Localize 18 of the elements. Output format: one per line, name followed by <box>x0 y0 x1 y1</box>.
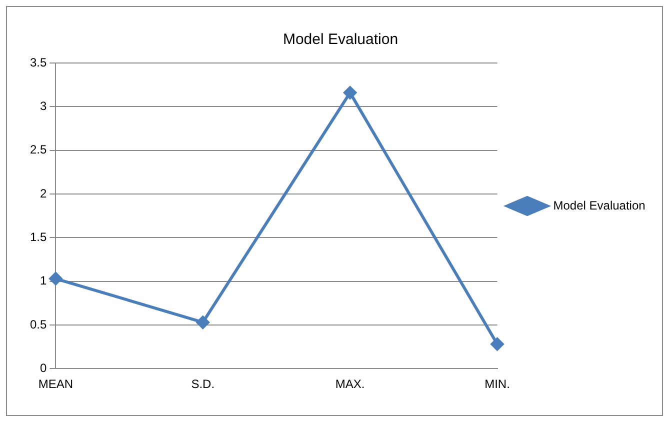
x-tick-label: MIN. <box>484 377 510 392</box>
x-tick-label: S.D. <box>191 377 215 392</box>
y-tick-label: 1 <box>40 274 47 288</box>
point <box>344 86 357 100</box>
y-tick-label: 2.5 <box>30 142 47 157</box>
point <box>196 316 210 329</box>
y-tick-label: 0 <box>40 360 47 375</box>
x-tick-label: MEAN <box>38 377 74 392</box>
y-tick-label: 2 <box>40 186 47 200</box>
y-tick-label: 1.5 <box>30 230 47 244</box>
y-tick-label: 0.5 <box>30 317 47 332</box>
point <box>490 338 504 351</box>
legend-label: Model Evaluation <box>553 198 646 212</box>
x-tick-label: MAX. <box>335 377 365 392</box>
point <box>49 272 62 286</box>
y-tick-label: 3 <box>40 98 47 113</box>
y-tick-label: 3.5 <box>30 55 47 70</box>
chart-title: Model Evaluation <box>282 31 398 48</box>
